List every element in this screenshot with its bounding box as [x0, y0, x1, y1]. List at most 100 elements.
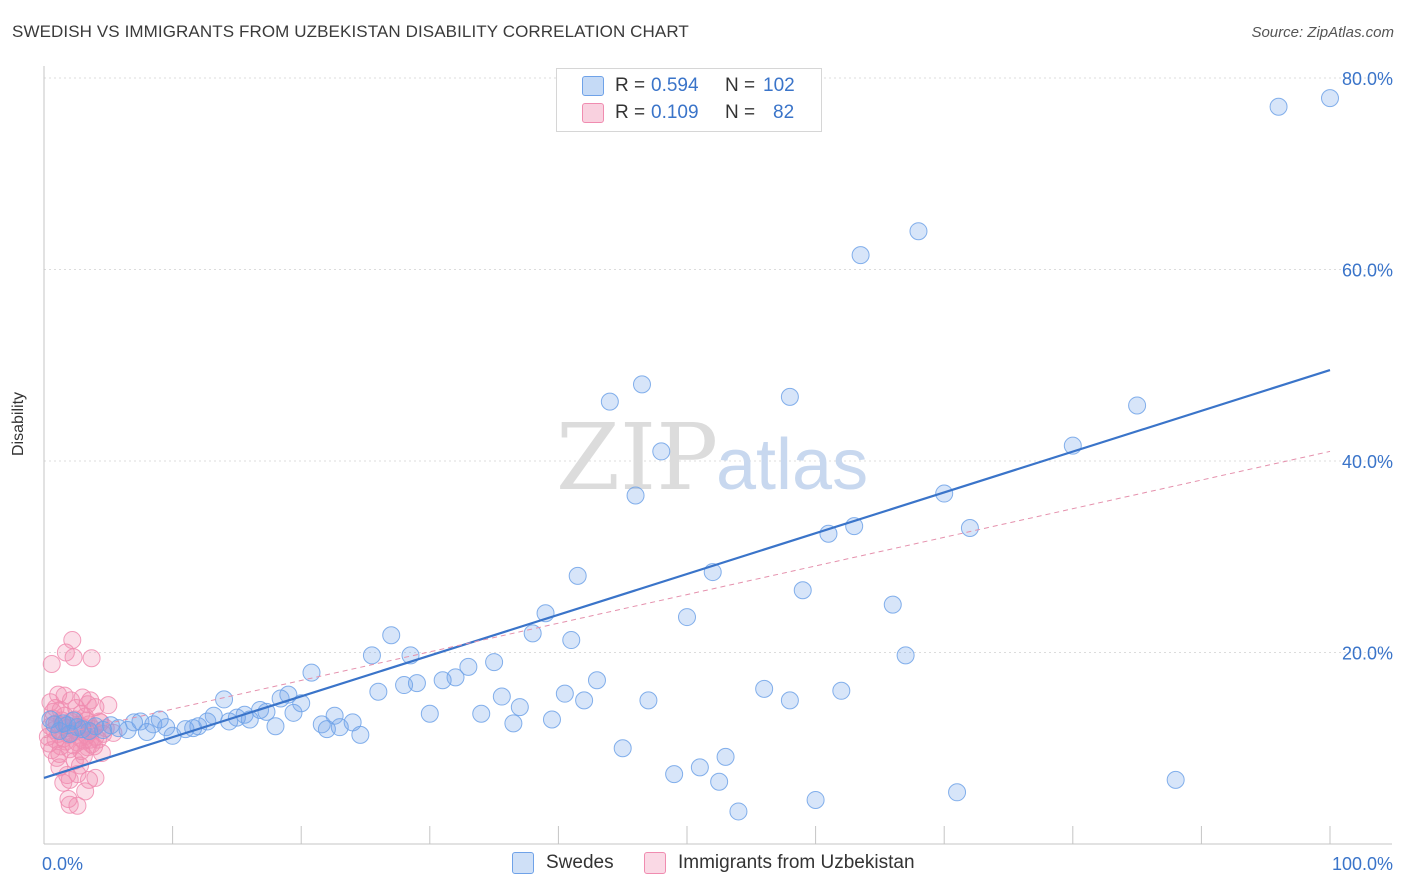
trendline-swedes — [43, 368, 1331, 779]
point-swedes — [1321, 89, 1339, 108]
point-swedes — [302, 663, 321, 682]
legend-n-label: N = — [725, 75, 756, 96]
point-swedes — [266, 717, 285, 736]
point-swedes — [575, 691, 594, 710]
point-uzbekistan — [99, 696, 118, 715]
point-uzbekistan — [64, 648, 83, 667]
point-swedes — [118, 721, 137, 740]
point-swedes — [729, 802, 748, 821]
point-swedes — [1269, 97, 1288, 116]
point-swedes — [504, 714, 523, 733]
watermark: ZIP atlas — [556, 404, 868, 511]
trendline-uzbekistan — [43, 450, 1331, 739]
point-swedes — [909, 222, 928, 241]
point-uzbekistan — [81, 691, 100, 710]
legend-item-swedes: Swedes — [512, 852, 614, 874]
point-swedes — [109, 719, 128, 738]
legend-n-label: N = — [725, 102, 756, 123]
legend-r-label: R = — [615, 75, 646, 96]
point-swedes — [382, 626, 401, 645]
y-axis-label: Disability — [10, 391, 27, 456]
point-swedes — [510, 698, 529, 717]
point-swedes — [562, 631, 581, 650]
y-tick-label: 20.0% — [1342, 644, 1393, 664]
point-swedes — [639, 691, 658, 710]
watermark-atlas: atlas — [716, 425, 868, 505]
legend-r-value: 0.109 — [651, 102, 699, 123]
point-swedes — [407, 674, 426, 693]
point-swedes — [1128, 396, 1147, 415]
legend-r-label: R = — [615, 102, 646, 123]
legend-label-uzbekistan: Immigrants from Uzbekistan — [678, 852, 915, 873]
point-swedes — [780, 691, 799, 710]
legend-swatch-uzbekistan — [582, 103, 604, 123]
point-swedes — [678, 608, 696, 627]
point-swedes — [755, 679, 774, 698]
point-swedes — [459, 657, 478, 676]
point-swedes — [362, 646, 381, 665]
point-swedes — [420, 704, 439, 723]
point-swedes — [1166, 770, 1185, 789]
y-tick-label: 40.0% — [1342, 452, 1393, 472]
point-swedes — [832, 681, 851, 700]
correlation-legend: R = 0.594 N = 102 R = 0.109 N = 82 — [556, 68, 822, 132]
point-uzbekistan — [68, 796, 87, 815]
point-swedes — [215, 690, 234, 709]
point-swedes — [587, 671, 606, 690]
point-uzbekistan — [76, 782, 95, 801]
point-swedes — [652, 442, 671, 461]
point-uzbekistan — [49, 685, 68, 704]
point-uzbekistan — [47, 748, 66, 767]
point-swedes — [896, 646, 915, 665]
point-swedes — [472, 704, 491, 723]
point-uzbekistan — [86, 768, 105, 787]
point-swedes — [325, 706, 344, 725]
y-tick-label: 60.0% — [1342, 261, 1393, 281]
point-uzbekistan — [42, 654, 61, 673]
legend-item-uzbekistan: Immigrants from Uzbekistan — [644, 852, 915, 874]
point-swedes — [523, 624, 542, 643]
point-swedes — [780, 387, 799, 406]
point-swedes — [613, 739, 632, 758]
point-uzbekistan — [54, 773, 73, 792]
point-swedes — [150, 710, 169, 729]
watermark-zip: ZIP — [556, 404, 718, 511]
point-swedes — [948, 783, 967, 802]
point-swedes — [312, 715, 331, 734]
point-swedes — [125, 713, 144, 732]
point-swedes — [284, 703, 303, 722]
point-swedes — [137, 722, 156, 741]
point-swedes — [568, 566, 587, 585]
point-swedes — [883, 595, 902, 614]
x-tick-label: 100.0% — [1332, 854, 1393, 874]
point-swedes — [492, 687, 511, 706]
point-swedes — [351, 725, 370, 744]
point-swedes — [806, 790, 825, 809]
legend-swatch-swedes — [582, 76, 604, 96]
point-uzbekistan — [63, 631, 82, 650]
legend-label-swedes: Swedes — [546, 852, 614, 873]
point-swedes — [369, 682, 388, 701]
point-swedes — [716, 747, 735, 766]
point-uzbekistan — [59, 789, 78, 808]
point-swedes — [600, 392, 619, 411]
point-swedes — [485, 653, 504, 672]
point-uzbekistan — [80, 770, 99, 789]
legend-n-value: 82 — [773, 102, 795, 123]
chart-title: SWEDISH VS IMMIGRANTS FROM UZBEKISTAN DI… — [12, 22, 689, 41]
point-uzbekistan — [82, 649, 101, 668]
legend-r-value: 0.594 — [651, 75, 699, 96]
point-swedes — [542, 710, 561, 729]
legend-swatch-swedes — [512, 852, 534, 874]
legend-n-value: 102 — [763, 75, 795, 96]
tick-labels: 20.0% 40.0% 60.0% 80.0% 0.0% 100.0% — [42, 69, 1393, 874]
point-swedes — [292, 694, 311, 713]
y-tick-label: 80.0% — [1342, 69, 1393, 89]
point-swedes — [555, 684, 574, 703]
point-swedes — [626, 486, 645, 505]
point-swedes — [690, 758, 709, 777]
trendlines — [43, 368, 1331, 779]
point-uzbekistan — [60, 795, 79, 814]
point-swedes — [446, 668, 465, 687]
